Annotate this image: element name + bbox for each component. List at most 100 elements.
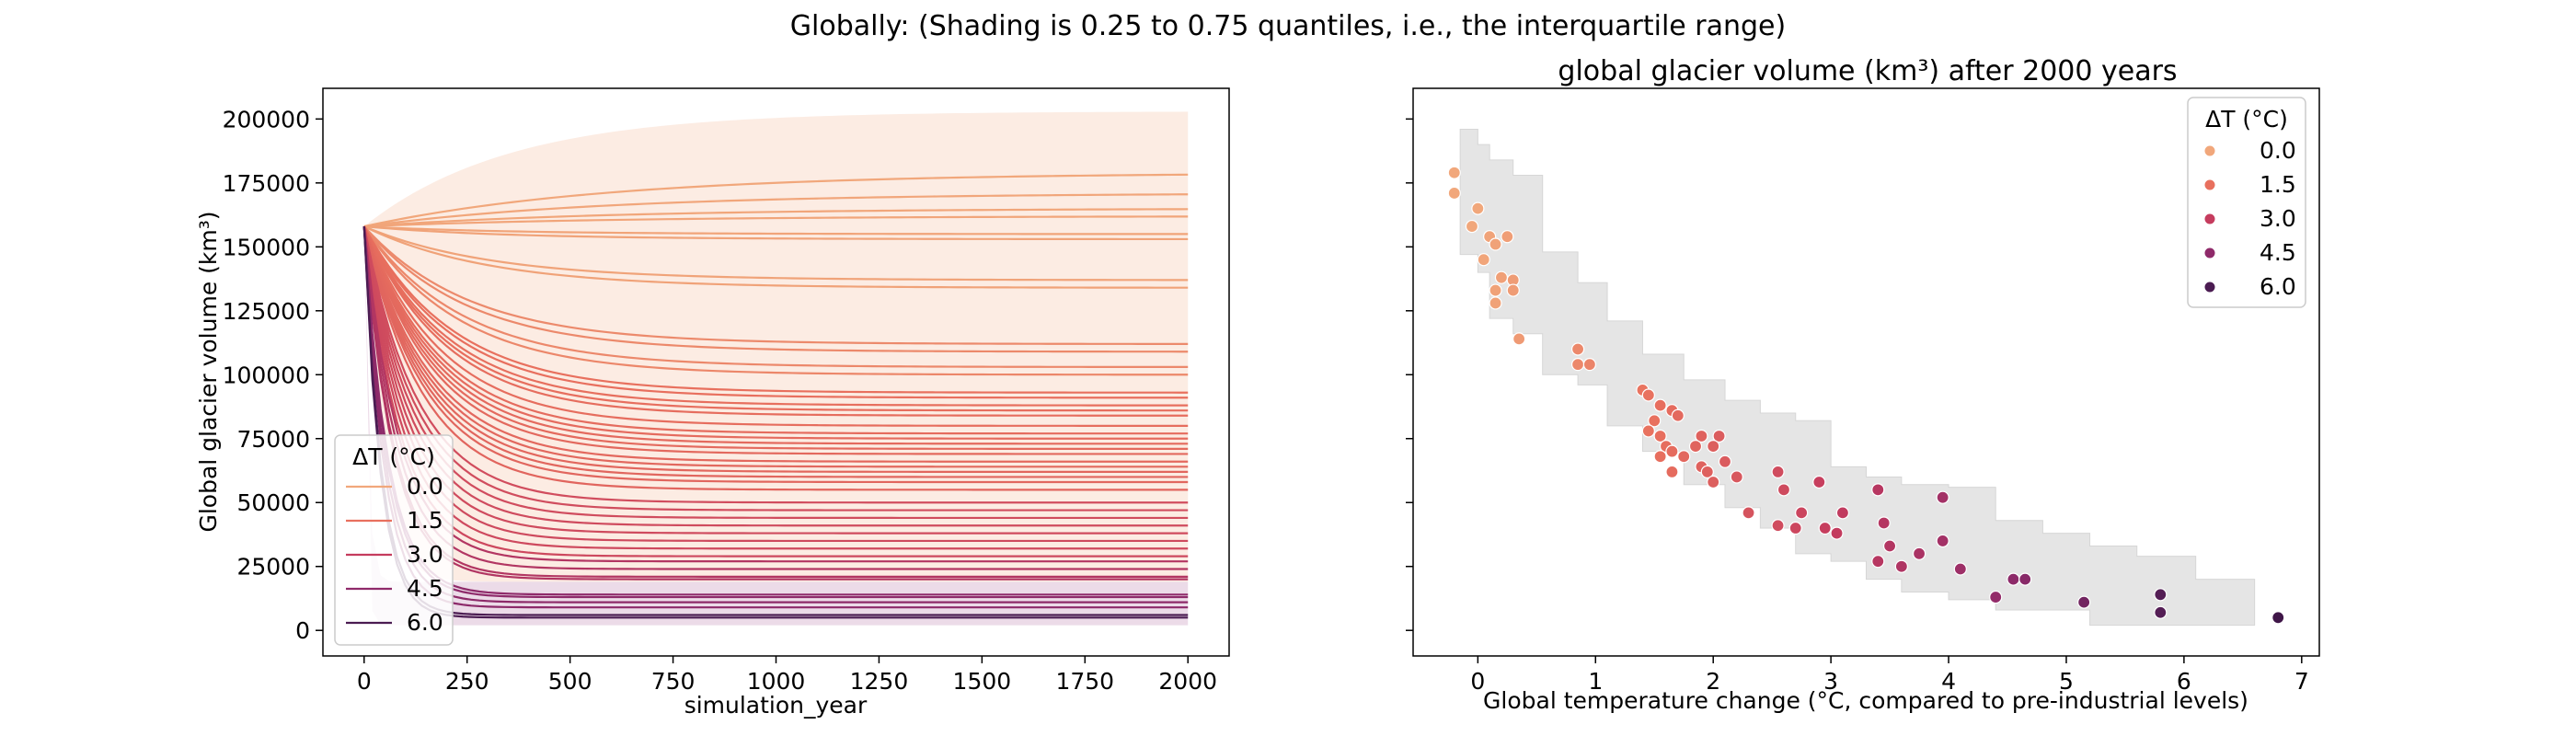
right-xtick-label: 7 [2294,668,2309,695]
scatter-point [1501,230,1514,244]
scatter-point [1665,444,1679,458]
left-series-line [363,225,1189,289]
scatter-point [1830,526,1844,540]
left-xtick-label: 0 [357,668,372,695]
right-legend-marker [2204,247,2215,259]
scatter-point [2007,572,2020,586]
scatter-point [1835,506,1850,520]
left-legend-label: 1.5 [407,507,443,534]
left-series-line [362,225,1189,345]
scatter-point [2271,611,2285,625]
scatter-point [1894,559,1908,573]
left-legend-label: 6.0 [407,609,443,636]
scatter-point [1471,201,1485,215]
left-series-line [362,225,1189,417]
scatter-point [1677,450,1691,464]
left-xtick-label: 1250 [850,668,909,695]
left-series-line [362,225,1189,407]
scatter-point [1477,253,1490,267]
scatter-point [1665,465,1679,478]
left-series-line [362,225,1189,468]
right-legend-marker [2204,179,2215,190]
scatter-point [2018,572,2032,586]
scatter-point [1871,483,1885,497]
left-series-line [362,225,1189,369]
right-legend-label: 3.0 [2260,205,2296,232]
left-series-line [363,224,1189,241]
scatter-point [1712,429,1726,443]
left-series-line [362,225,1189,376]
scatter-point [1936,534,1949,548]
left-series-line [362,225,1189,484]
left-series-line [363,193,1189,228]
right-xtick-label: 5 [2059,668,2074,695]
scatter-point [1818,521,1832,535]
right-legend-marker [2204,213,2215,224]
left-series-line [362,225,1189,596]
left-xtick-label: 500 [548,668,592,695]
left-legend-label: 0.0 [407,473,443,500]
left-series-line [362,226,1189,604]
right-title: global glacier volume (km³) after 2000 y… [1558,55,2177,87]
left-legend-label: 4.5 [407,575,443,602]
scatter-point [1771,465,1785,478]
left-xtick-label: 2000 [1158,668,1217,695]
left-series-line [363,208,1189,228]
scatter-point [1653,450,1667,464]
scatter-point [1653,398,1667,412]
left-ytick-label: 125000 [223,298,310,325]
scatter-point [1465,219,1479,234]
left-xlabel: simulation_year [684,692,868,719]
left-ytick-label: 150000 [223,234,310,260]
scatter-point [1671,408,1685,422]
scatter-point [2077,595,2091,609]
right-legend-label: 0.0 [2260,137,2296,164]
scatter-point [1447,186,1461,201]
left-series-line [362,225,1189,455]
left-shade-low-warming [363,111,1189,582]
left-series-line [362,226,1189,619]
right-xtick-label: 4 [1941,668,1956,695]
scatter-point [1777,483,1791,497]
right-legend-label: 4.5 [2260,239,2296,266]
left-series-line [363,173,1189,228]
left-series-line [362,225,1189,563]
scatter-point [1788,521,1802,535]
left-series-line [362,225,1189,491]
left-ytick-label: 0 [295,617,310,644]
scatter-point [1707,439,1720,454]
left-series-line [362,225,1189,543]
scatter-point [1688,439,1703,454]
scatter-point [1695,429,1708,443]
scatter-point [1730,470,1743,484]
right-legend-box [2187,97,2306,308]
left-series-line [363,215,1189,228]
left-xtick-label: 250 [445,668,489,695]
left-series-line [362,225,1189,435]
left-xtick-label: 1500 [953,668,1012,695]
left-series-line [362,225,1189,535]
left-legend: ΔT (°C) 0.0 1.5 3.0 4.5 6.0 [334,434,454,646]
left-series-line [362,225,1189,570]
left-series-line [362,225,1189,520]
left-series-line [362,225,1189,394]
left-series-line [362,225,1189,427]
left-ytick-label: 25000 [236,554,310,581]
scatter-point [1641,424,1655,438]
scatter-point [1953,562,1967,576]
right-xlabel: Global temperature change (°C, compared … [1483,687,2248,714]
left-series-line [362,226,1189,609]
right-xtick-label: 0 [1470,668,1485,695]
scatter-point [1718,454,1732,468]
left-series-line [362,225,1189,353]
left-series-line [362,225,1189,412]
right-shade-band [1459,128,2256,627]
left-series-line [362,225,1189,558]
left-series-line [362,225,1189,599]
left-ylabel: Global glacier volume (km³) [195,211,222,532]
scatter-point [1489,296,1502,310]
left-xtick-label: 1000 [747,668,806,695]
left-series-line [362,225,1189,463]
scatter-point [1989,590,2003,604]
scatter-point [2154,605,2168,619]
